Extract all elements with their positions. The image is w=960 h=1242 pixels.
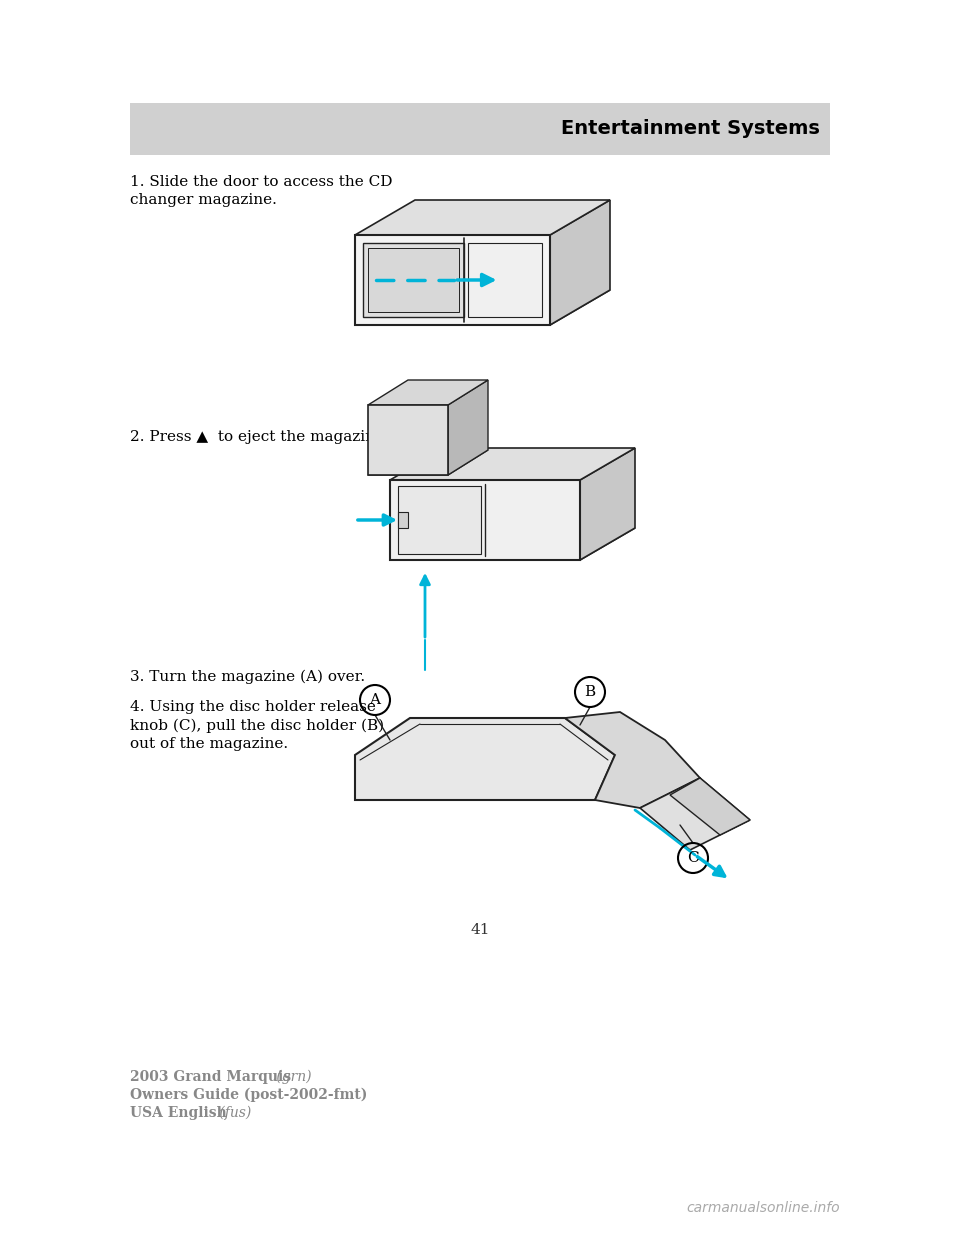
Polygon shape <box>670 777 750 835</box>
Text: C: C <box>687 851 699 864</box>
Polygon shape <box>398 486 481 554</box>
Text: USA English: USA English <box>130 1105 227 1120</box>
Polygon shape <box>355 200 610 235</box>
Polygon shape <box>468 243 542 317</box>
Polygon shape <box>368 405 448 474</box>
Polygon shape <box>390 528 635 560</box>
Polygon shape <box>398 512 408 528</box>
Text: Entertainment Systems: Entertainment Systems <box>562 119 820 139</box>
Text: 1. Slide the door to access the CD
changer magazine.: 1. Slide the door to access the CD chang… <box>130 175 393 207</box>
Text: 4. Using the disc holder release
knob (C), pull the disc holder (B)
out of the m: 4. Using the disc holder release knob (C… <box>130 700 384 751</box>
Text: (fus): (fus) <box>215 1105 252 1120</box>
Text: 3. Turn the magazine (A) over.: 3. Turn the magazine (A) over. <box>130 669 365 684</box>
Polygon shape <box>363 243 465 317</box>
Polygon shape <box>565 712 700 809</box>
Polygon shape <box>355 718 615 800</box>
Text: 41: 41 <box>470 923 490 936</box>
Text: carmanualsonline.info: carmanualsonline.info <box>686 1201 840 1215</box>
Text: A: A <box>370 693 380 707</box>
Polygon shape <box>368 248 460 312</box>
Polygon shape <box>390 448 635 479</box>
Polygon shape <box>368 450 488 474</box>
Polygon shape <box>355 289 610 325</box>
Text: (grn): (grn) <box>272 1071 311 1084</box>
Text: 2003 Grand Marquis: 2003 Grand Marquis <box>130 1071 291 1084</box>
Text: 2. Press ▲  to eject the magazine.: 2. Press ▲ to eject the magazine. <box>130 430 389 443</box>
Polygon shape <box>640 777 750 850</box>
Text: Owners Guide (post-2002-fmt): Owners Guide (post-2002-fmt) <box>130 1088 368 1103</box>
Polygon shape <box>448 380 488 474</box>
Polygon shape <box>390 479 580 560</box>
Bar <box>130 103 830 155</box>
Polygon shape <box>580 448 635 560</box>
Polygon shape <box>368 380 488 405</box>
Text: B: B <box>585 686 595 699</box>
Polygon shape <box>550 200 610 325</box>
Polygon shape <box>355 235 550 325</box>
